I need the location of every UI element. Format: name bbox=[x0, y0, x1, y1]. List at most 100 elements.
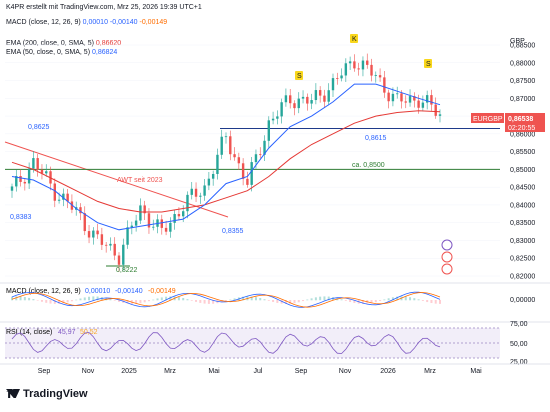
price-tick: 0,84500 bbox=[510, 185, 535, 192]
candle-body bbox=[289, 95, 292, 104]
candle-body bbox=[310, 100, 313, 104]
macd-bar bbox=[310, 298, 313, 301]
candle-body bbox=[306, 96, 309, 104]
ema200-header[interactable]: EMA (200, close, 0, SMA, 5) 0,86620 bbox=[6, 40, 121, 47]
candle-body bbox=[263, 140, 266, 155]
candle-body bbox=[374, 75, 377, 76]
ema50-value: 0,86824 bbox=[91, 49, 118, 56]
awt-trendline[interactable] bbox=[4, 141, 229, 218]
macd-bar bbox=[353, 300, 356, 303]
event-icon[interactable] bbox=[441, 239, 453, 251]
candle-body bbox=[417, 100, 420, 108]
time-tick: 2026 bbox=[380, 368, 396, 375]
ema200-line[interactable] bbox=[11, 110, 441, 213]
k-marker[interactable] bbox=[350, 34, 358, 43]
ema50-header[interactable]: EMA (50, close, 0, SMA, 5) 0,86824 bbox=[6, 49, 117, 56]
macd-bar bbox=[319, 296, 322, 301]
macd-bar bbox=[413, 298, 416, 301]
candle-body bbox=[378, 75, 382, 78]
ema50-line[interactable] bbox=[11, 83, 441, 231]
macd-bar bbox=[396, 296, 399, 301]
macd-bar bbox=[254, 297, 257, 301]
s-marker-left[interactable] bbox=[295, 71, 303, 80]
macd-bar bbox=[23, 297, 26, 301]
candle-body bbox=[100, 234, 104, 245]
macd-bar bbox=[11, 296, 13, 301]
macd-bar bbox=[152, 299, 155, 301]
price-tick: 0,87500 bbox=[510, 78, 535, 85]
candle-body bbox=[19, 176, 22, 182]
countdown: 02:20:55 bbox=[508, 125, 535, 132]
macd-bar bbox=[297, 300, 300, 303]
candle-body bbox=[186, 194, 189, 212]
rsi-line[interactable] bbox=[11, 332, 441, 354]
macd-bar bbox=[340, 299, 343, 301]
candle-body bbox=[216, 154, 219, 174]
symbol-tag-text: EURGBP bbox=[473, 116, 503, 123]
macd-bar bbox=[207, 300, 210, 304]
time-tick: Jul bbox=[254, 368, 263, 375]
candle-body bbox=[143, 205, 146, 214]
candle-body bbox=[229, 136, 232, 155]
macd-line[interactable] bbox=[11, 291, 441, 308]
candle-body bbox=[361, 60, 365, 70]
macd-bar bbox=[229, 299, 232, 301]
time-axis: Sep Nov 2025 Mrz Mai Jul Sep Nov 2026 Mrz Mai bbox=[38, 368, 482, 375]
tradingview-logo-icon bbox=[6, 389, 20, 398]
s-label-right: S bbox=[426, 61, 431, 68]
candle-body bbox=[23, 181, 27, 184]
candle-body bbox=[254, 154, 258, 163]
candle-body bbox=[122, 244, 125, 265]
annotation-8615: 0,8615 bbox=[365, 135, 387, 142]
macd-bar bbox=[387, 298, 390, 301]
macd-bar bbox=[421, 300, 424, 301]
macd-bar bbox=[250, 296, 253, 301]
macd-bar bbox=[280, 300, 283, 304]
price-tick: 0,88000 bbox=[510, 60, 535, 67]
macd-bar bbox=[327, 296, 330, 301]
candle-body bbox=[237, 157, 241, 164]
earnings-icon[interactable] bbox=[441, 263, 453, 275]
macd-bar bbox=[182, 297, 185, 301]
annotation-8625: 0,8625 bbox=[28, 124, 50, 131]
price-tick: 0,87000 bbox=[510, 96, 535, 103]
price-tick: 0,85500 bbox=[510, 149, 535, 156]
macd-bar bbox=[195, 300, 198, 302]
macd-bar bbox=[370, 300, 373, 304]
rsi-tick-25: 25,00 bbox=[510, 359, 528, 366]
candle-body bbox=[280, 102, 283, 117]
time-tick: Mai bbox=[470, 368, 482, 375]
macd-header[interactable]: MACD (close, 12, 26, 9) 0,00010 -0,00140… bbox=[6, 19, 167, 26]
candle-body bbox=[327, 90, 330, 102]
candle-body bbox=[207, 178, 211, 186]
macd-bar bbox=[284, 300, 287, 304]
macd-bar bbox=[233, 298, 236, 301]
candle-body bbox=[413, 96, 416, 101]
macd-bar bbox=[272, 300, 275, 302]
candle-body bbox=[438, 114, 442, 116]
k-label: K bbox=[352, 36, 357, 43]
macd-bar bbox=[323, 296, 326, 301]
candle-body bbox=[79, 207, 82, 214]
candle-body bbox=[314, 90, 318, 101]
macd-panel-v2: -0,00140 bbox=[115, 288, 143, 295]
macd-bar bbox=[58, 300, 61, 304]
macd-panel-v1: 0,00010 bbox=[85, 288, 110, 295]
macd-bar bbox=[169, 296, 172, 301]
price-axis: 0,885000,880000,875000,870000,865000,860… bbox=[510, 43, 535, 281]
time-tick: 2025 bbox=[121, 368, 137, 375]
candle-body bbox=[408, 96, 412, 103]
candle-body bbox=[267, 120, 270, 141]
tradingview-logo[interactable]: TradingView bbox=[6, 388, 88, 400]
candle-body bbox=[117, 255, 121, 265]
candle-body bbox=[233, 154, 236, 158]
candle-body bbox=[318, 90, 322, 96]
time-tick: Mrz bbox=[424, 368, 436, 375]
candle-body bbox=[36, 158, 39, 170]
candle-body bbox=[344, 63, 348, 76]
s-marker-right[interactable] bbox=[424, 59, 432, 68]
dividend-icon[interactable] bbox=[441, 251, 453, 263]
macd-bar bbox=[92, 296, 95, 301]
signal-line[interactable] bbox=[11, 292, 441, 308]
